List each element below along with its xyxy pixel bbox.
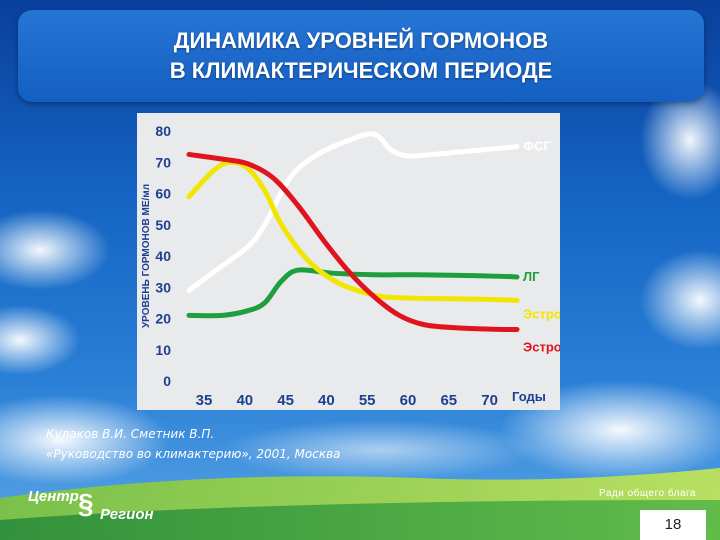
- y-tick-label: 60: [155, 186, 171, 202]
- page-number: 18: [640, 510, 706, 540]
- y-tick-label: 70: [155, 154, 171, 170]
- hormone-line-chart: 0 10 20 30 40 50 60 70 80 УРОВЕНЬ ГОРМОНОВ МЕ/мл 3…: [141, 123, 560, 409]
- series-label: Эстрогены: [523, 339, 560, 354]
- reference-citation: Кулаков В.И. Сметник В.П. «Руководство в…: [46, 424, 341, 464]
- x-tick-label: 65: [440, 392, 457, 409]
- series-line: [186, 131, 520, 293]
- series-line: [186, 267, 520, 319]
- series-label: ФСГ: [523, 139, 551, 154]
- y-tick-label: 0: [163, 373, 171, 389]
- x-tick-label: 35: [196, 392, 213, 409]
- y-tick-label: 30: [155, 279, 171, 295]
- series-line: [186, 151, 520, 333]
- x-tick-label: 55: [359, 392, 376, 409]
- logo-word-centr: Центр: [28, 488, 79, 505]
- series-label: Эстрон: [523, 306, 560, 321]
- slide-title-line-1: ДИНАМИКА УРОВНЕЙ ГОРМОНОВ: [173, 28, 549, 53]
- title-banner: ДИНАМИКА УРОВНЕЙ ГОРМОНОВ В КЛИМАКТЕРИЧЕ…: [18, 10, 704, 102]
- y-tick-label: 10: [155, 342, 171, 358]
- x-tick-label: 40: [318, 392, 335, 409]
- reference-source: «Руководство во климактерию», 2001, Моск…: [46, 447, 341, 461]
- x-tick-label: 70: [481, 392, 498, 409]
- x-tick-label: 45: [277, 392, 294, 409]
- x-unit-label: Годы: [512, 389, 546, 404]
- y-axis-label: УРОВЕНЬ ГОРМОНОВ МЕ/мл: [141, 184, 152, 328]
- logo-word-region: Регион: [100, 506, 154, 523]
- chart-panel: 0 10 20 30 40 50 60 70 80 УРОВЕНЬ ГОРМОНОВ МЕ/мл 3…: [137, 113, 560, 410]
- logo-mark-icon: §: [78, 488, 94, 519]
- y-tick-label: 50: [155, 217, 171, 233]
- slogan-text: Ради общего блага: [599, 488, 696, 499]
- y-tick-label: 40: [155, 248, 171, 264]
- x-tick-label: 40: [236, 392, 253, 409]
- y-tick-label: 20: [155, 311, 171, 327]
- series-label: ЛГ: [523, 269, 540, 284]
- x-tick-label: 60: [400, 392, 417, 409]
- slide-title-line-2: В КЛИМАКТЕРИЧЕСКОМ ПЕРИОДЕ: [169, 58, 553, 83]
- reference-authors: Кулаков В.И. Сметник В.П.: [46, 427, 215, 441]
- y-tick-label: 80: [155, 123, 171, 139]
